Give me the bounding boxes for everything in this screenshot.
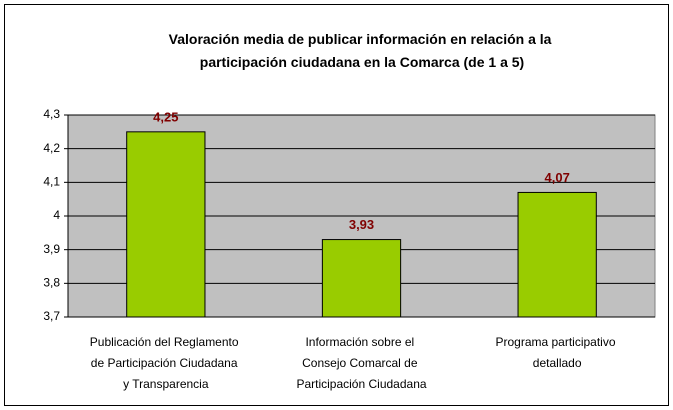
bar xyxy=(517,191,597,318)
x-tick-label: Publicación del Reglamento de Participac… xyxy=(90,335,242,391)
value-label: 4,07 xyxy=(545,170,570,185)
bar xyxy=(126,131,206,318)
value-label: 4,25 xyxy=(153,109,178,124)
x-tick-label: Programa participativo detallado xyxy=(495,335,618,370)
bar xyxy=(321,239,402,318)
x-tick-label: Información sobre el Consejo Comarcal de… xyxy=(296,335,426,391)
chart-title: Valoración media de publicar información… xyxy=(169,31,556,70)
value-label: 3,93 xyxy=(349,217,374,232)
y-tick-label: 4,2 xyxy=(43,141,60,155)
y-tick-label: 3,8 xyxy=(43,276,60,290)
y-tick-label: 4,1 xyxy=(43,175,60,189)
y-tick-label: 4,3 xyxy=(43,107,60,121)
y-tick-label: 3,7 xyxy=(43,309,60,323)
y-tick-label: 4 xyxy=(53,208,60,222)
y-tick-label: 3,9 xyxy=(43,242,60,256)
